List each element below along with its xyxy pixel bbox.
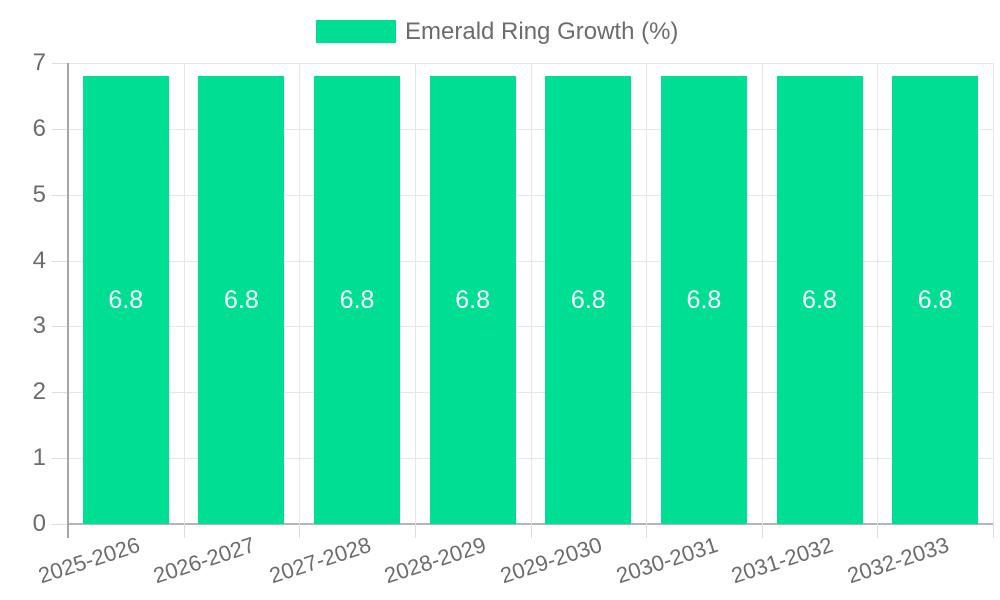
- y-axis-tick-label: 0: [32, 510, 46, 537]
- y-axis-tick-label: 3: [32, 312, 46, 340]
- x-tick: [183, 524, 185, 538]
- gridline-v: [877, 63, 879, 524]
- x-axis-label: 2029-2030: [497, 532, 606, 589]
- bar-value-label: 6.8: [802, 286, 837, 315]
- y-tick: [52, 392, 68, 394]
- x-axis-label: 2030-2031: [612, 532, 721, 589]
- x-tick: [299, 524, 301, 538]
- gridline-v: [646, 63, 648, 524]
- y-tick: [52, 128, 68, 130]
- x-tick: [993, 524, 994, 538]
- y-tick: [52, 260, 68, 262]
- gridline-v: [183, 63, 185, 524]
- x-axis-label: 2031-2032: [728, 532, 837, 589]
- x-axis-label: 2026-2027: [150, 532, 259, 589]
- gridline-v: [530, 63, 532, 524]
- x-tick: [646, 524, 648, 538]
- y-tick: [52, 326, 68, 328]
- bar[interactable]: 6.8: [545, 76, 632, 524]
- bar-value-label: 6.8: [917, 286, 953, 315]
- bar-value-label: 6.8: [339, 286, 375, 315]
- y-axis-tick-label: 7: [32, 49, 46, 76]
- bar-value-label: 6.8: [108, 286, 144, 315]
- legend-label: Emerald Ring Growth (%): [405, 18, 679, 45]
- y-tick: [52, 524, 68, 525]
- bar[interactable]: 6.8: [429, 76, 516, 524]
- y-tick: [52, 63, 68, 64]
- x-axis-label: 2027-2028: [265, 532, 374, 589]
- bar-value-label: 6.8: [455, 286, 491, 315]
- gridline-v: [299, 63, 301, 524]
- bar[interactable]: 6.8: [82, 76, 169, 524]
- bar-value-label: 6.8: [224, 286, 259, 315]
- legend[interactable]: Emerald Ring Growth (%): [316, 18, 678, 45]
- y-axis-tick-label: 6: [32, 114, 46, 142]
- bar[interactable]: 6.8: [314, 76, 401, 524]
- y-tick: [52, 194, 68, 196]
- y-axis-tick-label: 1: [32, 444, 46, 472]
- x-axis-label: 2028-2029: [381, 532, 490, 589]
- gridline-v: [414, 63, 416, 524]
- bar-value-label: 6.8: [686, 286, 722, 315]
- x-tick: [530, 524, 532, 538]
- y-axis-tick-label: 2: [32, 378, 46, 406]
- y-axis-line: [67, 63, 69, 538]
- x-tick: [761, 524, 763, 538]
- x-tick: [877, 524, 879, 538]
- bar[interactable]: 6.8: [198, 76, 285, 524]
- y-axis-tick-label: 5: [32, 180, 46, 208]
- legend-swatch: [316, 20, 396, 43]
- bar-value-label: 6.8: [570, 286, 606, 315]
- gridline-v: [993, 63, 994, 524]
- x-tick: [414, 524, 416, 538]
- x-axis-label: 2025-2026: [34, 532, 143, 589]
- gridline-v: [761, 63, 763, 524]
- y-axis-tick-label: 4: [32, 246, 46, 274]
- bar[interactable]: 6.8: [660, 76, 747, 524]
- bar[interactable]: 6.8: [776, 76, 863, 524]
- y-tick: [52, 458, 68, 460]
- bar[interactable]: 6.8: [892, 76, 979, 524]
- x-axis-label: 2032-2033: [844, 532, 952, 589]
